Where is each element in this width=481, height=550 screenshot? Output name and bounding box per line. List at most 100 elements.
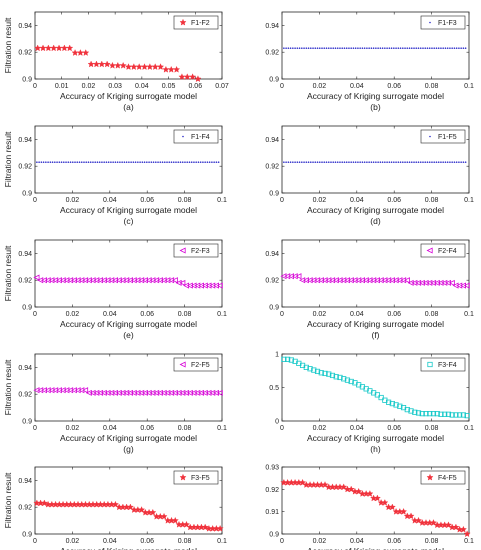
series-F1-F2: [34, 44, 202, 83]
data-point: [424, 161, 427, 163]
legend: F3-F4: [420, 357, 466, 372]
y-tick-label: 0.9: [22, 77, 32, 84]
data-point: [333, 374, 339, 380]
data-point: [164, 277, 171, 284]
x-tick-label: 0.04: [350, 83, 364, 90]
data-point: [410, 161, 413, 163]
data-point: [303, 161, 305, 163]
series-F1-F3: [283, 47, 467, 49]
data-point: [408, 161, 411, 163]
data-point: [388, 161, 391, 163]
data-point: [366, 161, 368, 163]
data-point: [105, 161, 108, 163]
y-tick-label: 0.94: [18, 251, 32, 258]
x-tick-label: 0.06: [140, 311, 154, 318]
data-point: [103, 161, 105, 163]
data-point: [311, 367, 317, 373]
x-tick-label: 0.02: [66, 425, 80, 432]
data-point: [155, 161, 157, 163]
y-tick-label: 0.92: [18, 278, 32, 285]
data-point: [357, 161, 359, 163]
data-point: [419, 47, 422, 49]
legend-box: [420, 15, 466, 30]
data-point: [433, 279, 440, 286]
data-point: [171, 277, 178, 284]
legend-box: [420, 129, 466, 144]
data-point: [400, 277, 407, 284]
legend: F1-F3: [420, 15, 466, 30]
x-tick-label: 0: [280, 538, 284, 545]
data-point: [323, 161, 326, 163]
x-axis-label: Accuracy of Kriging surrogate model: [60, 546, 197, 550]
data-point: [202, 161, 204, 163]
series-F2-F4: [280, 273, 470, 289]
data-point: [417, 47, 420, 49]
data-point: [287, 273, 294, 280]
y-tick-label: 0.5: [269, 385, 279, 392]
data-point: [399, 47, 402, 49]
data-point: [93, 389, 100, 396]
data-point: [343, 277, 351, 284]
data-point: [60, 161, 63, 163]
data-point: [87, 161, 90, 163]
data-point: [119, 277, 126, 284]
data-point: [161, 161, 164, 163]
data-point: [119, 161, 121, 163]
data-point: [457, 412, 463, 418]
series-F2-F5: [33, 387, 223, 396]
data-point: [329, 372, 336, 379]
y-tick-label: 0.92: [18, 505, 32, 512]
data-point: [194, 389, 201, 396]
legend-label: F2-F3: [191, 248, 210, 255]
x-tick-label: 0.1: [217, 197, 227, 204]
data-point: [281, 356, 287, 362]
data-point: [442, 161, 444, 163]
data-point: [170, 161, 173, 163]
x-tick-label: 0.06: [188, 83, 202, 90]
data-point: [348, 378, 354, 385]
data-point: [153, 389, 160, 396]
data-point: [148, 161, 150, 163]
legend-marker: [179, 18, 187, 26]
data-point: [168, 277, 175, 284]
data-point: [352, 47, 355, 49]
data-point: [115, 277, 122, 284]
data-point: [195, 161, 197, 163]
x-tick-label: 0.06: [387, 425, 401, 432]
data-point: [58, 161, 61, 163]
y-tick-label: 0.9: [269, 305, 279, 312]
legend: F1-F5: [420, 129, 466, 144]
data-point: [314, 368, 321, 375]
data-point: [464, 161, 467, 163]
data-point: [74, 161, 76, 163]
data-point: [359, 161, 361, 163]
data-point: [149, 277, 156, 284]
data-point: [38, 161, 40, 163]
data-point: [427, 411, 433, 417]
data-point: [435, 47, 438, 49]
y-tick-label: 0: [275, 419, 279, 426]
data-point: [385, 277, 392, 284]
data-point: [96, 161, 99, 163]
x-tick-label: 0.06: [140, 538, 154, 545]
data-point: [445, 411, 452, 417]
data-point: [325, 277, 332, 284]
data-point: [193, 161, 195, 163]
data-point: [40, 277, 47, 284]
legend-box: [173, 15, 219, 30]
data-point: [190, 282, 197, 289]
data-point: [433, 161, 436, 163]
data-point: [318, 161, 321, 163]
data-point: [126, 503, 134, 511]
data-point: [321, 161, 323, 163]
data-point: [143, 161, 146, 163]
x-tick-label: 0.04: [350, 538, 364, 545]
data-point: [94, 161, 97, 163]
data-point: [76, 161, 79, 163]
data-point: [288, 357, 294, 363]
x-tick-label: 0: [280, 311, 284, 318]
y-tick-label: 0.92: [265, 278, 279, 285]
x-tick-label: 0.1: [464, 311, 474, 318]
legend-box: [420, 243, 466, 258]
data-point: [426, 161, 429, 163]
